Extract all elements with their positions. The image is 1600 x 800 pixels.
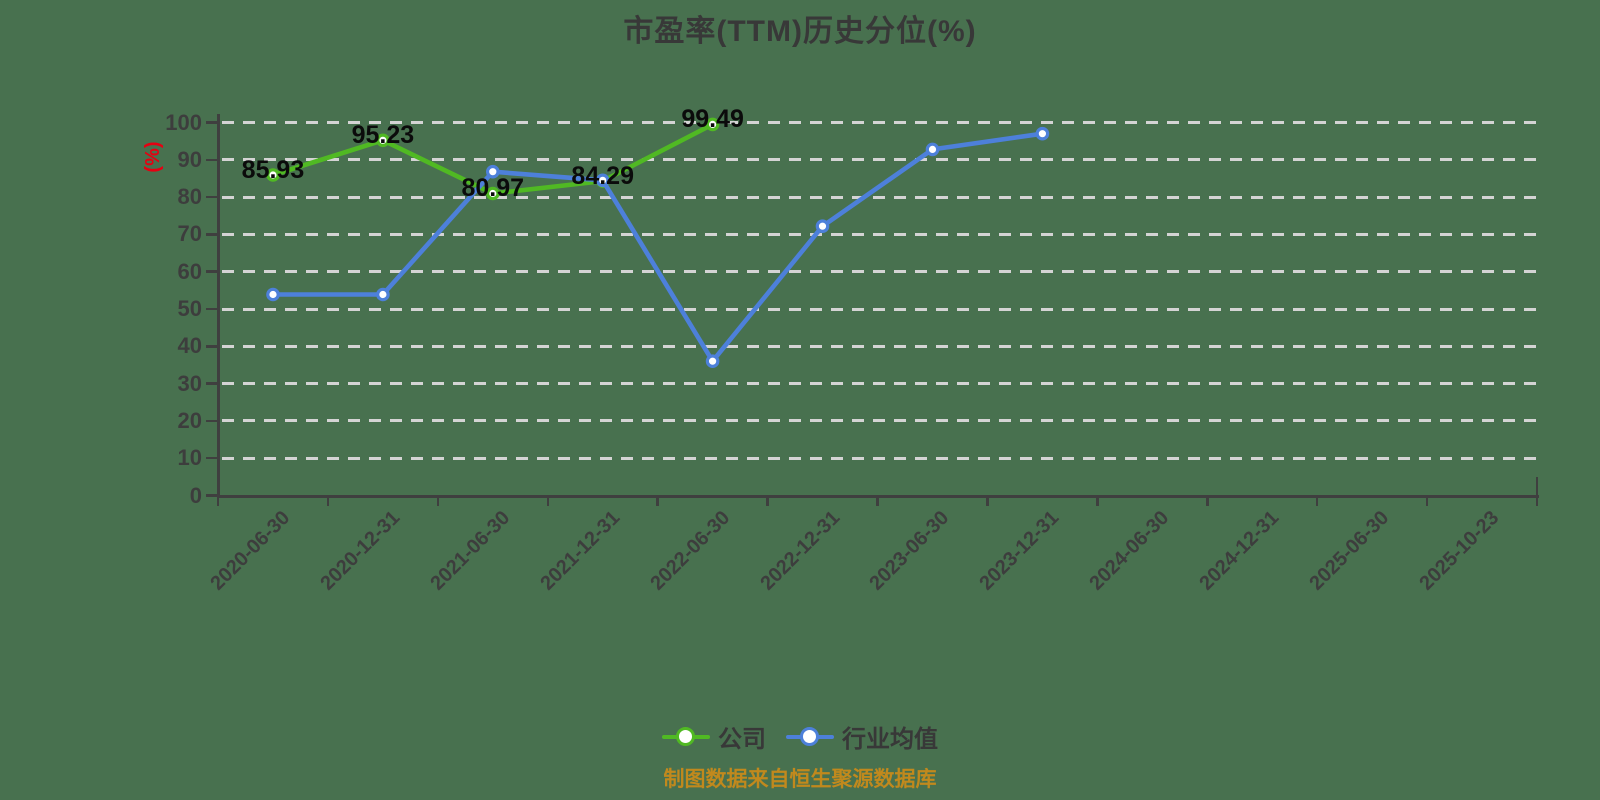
y-axis-tick-label: 50 [177, 296, 202, 321]
x-axis-tick [1206, 496, 1209, 506]
legend-item-company[interactable]: 公司 [662, 719, 766, 754]
industry-average-data-point-marker [485, 164, 500, 179]
chart-title: 市盈率(TTM)历史分位(%) [623, 15, 977, 48]
x-axis-tick [656, 496, 659, 506]
y-axis-tick-label: 80 [177, 184, 202, 210]
industry-average-data-point-marker [376, 287, 390, 302]
y-axis-tick [206, 233, 218, 236]
gridline-90 [222, 158, 1537, 162]
gridline-20 [222, 419, 1537, 423]
industry-average-data-point-marker [925, 142, 940, 157]
y-axis-tick-label: 100 [165, 109, 202, 135]
y-axis-tick [206, 270, 218, 273]
gridline-50 [222, 307, 1537, 311]
company-point-value-label: 85.93 [241, 155, 305, 184]
x-axis-tick [986, 496, 989, 506]
x-axis-tick [436, 496, 440, 506]
company-point-value-label: 84.29 [571, 162, 634, 191]
legend-label-industry-average: 行业均值 [842, 726, 938, 753]
x-axis-tick [546, 496, 549, 506]
gridline-30 [222, 382, 1537, 386]
y-axis-tick-label: 10 [177, 445, 202, 471]
data-source-note: 制图数据来自恒生聚源数据库 [663, 768, 937, 791]
industry-average-data-point-marker [595, 173, 610, 188]
gridline-40 [222, 344, 1537, 348]
y-axis-tick-label: 20 [177, 407, 202, 433]
company-data-point-marker [485, 186, 500, 201]
legend: 公司 行业均值 [0, 719, 1600, 754]
x-axis-tick [876, 496, 879, 506]
y-axis-tick-label: 0 [189, 482, 202, 508]
y-axis-tick-label: 90 [177, 146, 202, 172]
y-axis-tick [206, 419, 218, 423]
y-axis-tick [206, 345, 218, 348]
gridline-10 [222, 456, 1537, 460]
gridline-60 [222, 270, 1537, 274]
gridline-80 [222, 195, 1537, 199]
legend-item-industry-average[interactable]: 行业均值 [786, 719, 938, 754]
y-axis-tick [206, 307, 218, 311]
x-axis-tick [326, 496, 330, 506]
y-axis-tick [206, 158, 218, 162]
industry-average-series-line [270, 131, 1045, 364]
x-axis-tick [216, 496, 220, 506]
company-data-point-marker [266, 168, 280, 182]
y-axis-tick [206, 121, 218, 124]
y-axis-tick-label: 60 [177, 258, 202, 284]
y-axis-tick-label: 30 [177, 370, 202, 396]
y-axis-tick [206, 382, 218, 385]
y-axis-tick-label: 70 [177, 221, 202, 247]
y-axis-tick-label: 40 [177, 333, 202, 359]
x-axis-tick [1535, 496, 1539, 506]
y-axis-line [217, 114, 220, 496]
y-axis-tick [206, 195, 218, 199]
gridline-70 [222, 232, 1537, 236]
x-axis-end-stub [1535, 477, 1538, 496]
company-point-value-label: 80.97 [461, 174, 525, 203]
y-axis-tick [206, 456, 218, 460]
company-data-point-marker [376, 133, 390, 148]
x-axis-tick [1425, 496, 1429, 506]
gridline-100 [222, 121, 1537, 124]
company-point-value-label: 95.23 [351, 121, 415, 150]
x-axis-tick [1315, 496, 1319, 506]
industry-average-data-point-marker [815, 219, 830, 233]
legend-label-company: 公司 [718, 726, 766, 753]
company-data-point-marker [705, 117, 720, 132]
x-axis-tick [1096, 496, 1099, 506]
industry-average-data-point-marker [705, 354, 720, 368]
industry-average-legend-marker-icon [786, 726, 834, 748]
industry-average-data-point-marker [266, 287, 280, 302]
x-axis-tick [766, 496, 769, 506]
company-legend-marker-icon [662, 726, 710, 748]
y-axis-tick [206, 494, 218, 497]
company-point-value-label: 99.49 [681, 105, 744, 134]
industry-average-data-point-marker [1035, 126, 1050, 141]
